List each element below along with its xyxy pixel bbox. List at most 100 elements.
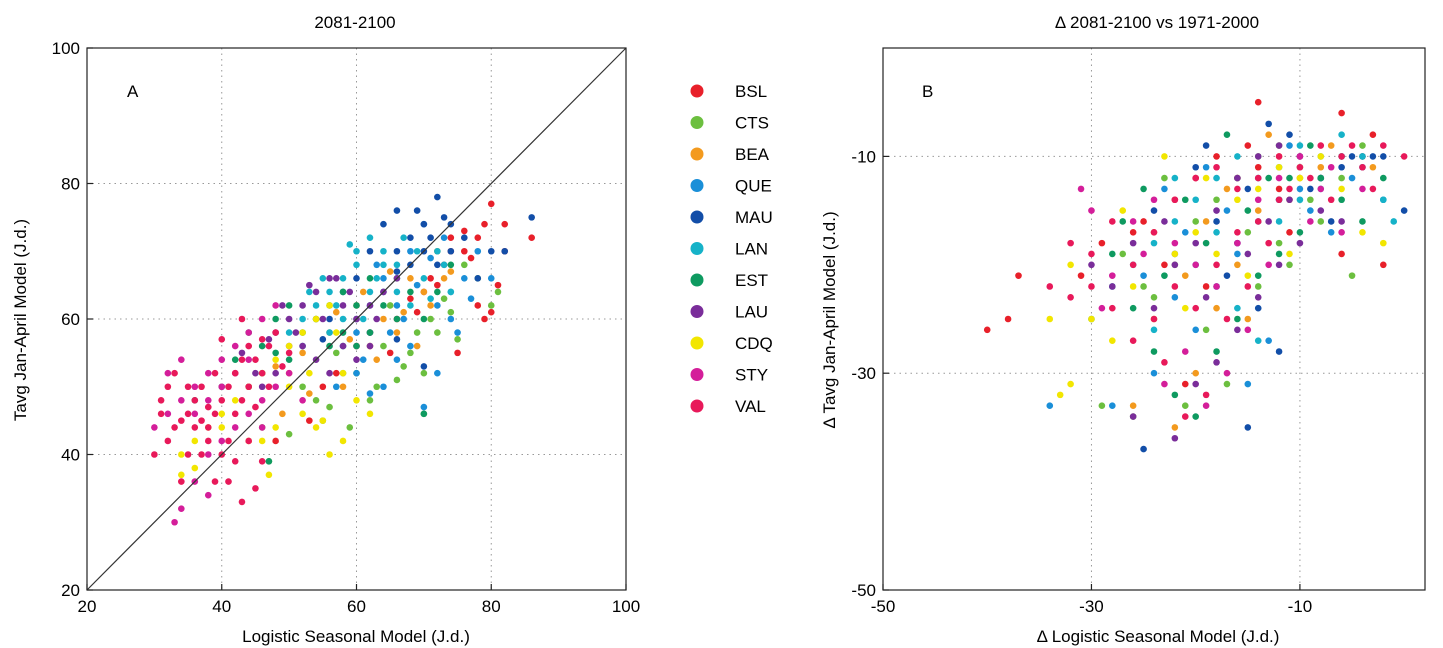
data-point-est (1359, 218, 1366, 225)
panel-b-letter: B (922, 82, 933, 101)
data-point-sty (1192, 261, 1199, 269)
data-point-lau (258, 383, 266, 391)
data-point-sty (231, 342, 239, 350)
data-point-val (157, 410, 165, 418)
y-tick-label: -10 (851, 147, 876, 166)
data-point-cdq (191, 464, 199, 472)
data-point-est (1338, 196, 1345, 204)
data-point-bea (332, 308, 340, 316)
data-point-val (1192, 304, 1199, 312)
data-point-cts (434, 329, 441, 336)
data-point-val (1380, 142, 1387, 149)
data-point-mau (413, 207, 421, 214)
data-point-cdq (1338, 185, 1345, 193)
data-point-sty (1161, 380, 1168, 388)
data-point-mau (1327, 218, 1335, 225)
legend-marker-mau (690, 210, 704, 224)
legend-label-sty: STY (735, 366, 768, 385)
panel-b-x-axis-label: Δ Logistic Seasonal Model (J.d.) (1037, 627, 1280, 646)
data-point-bsl (481, 315, 488, 323)
data-point-cdq (258, 437, 266, 445)
data-point-que (447, 315, 455, 323)
data-point-lan (393, 261, 401, 269)
legend-label-mau: MAU (735, 208, 773, 227)
data-point-cts (1119, 250, 1127, 258)
data-point-lan (1234, 304, 1241, 312)
data-point-lau (339, 302, 347, 309)
data-point-sty (1275, 174, 1283, 182)
data-point-lau (1234, 326, 1241, 334)
data-point-que (353, 329, 360, 336)
data-point-cdq (1171, 250, 1179, 258)
data-point-cts (1202, 326, 1210, 334)
data-point-cts (380, 342, 387, 350)
data-point-lau (319, 315, 327, 323)
data-point-lan (1150, 239, 1158, 247)
data-point-cdq (339, 369, 347, 377)
data-point-lan (299, 315, 306, 323)
data-point-lan (447, 288, 455, 296)
data-point-sty (245, 356, 252, 363)
data-point-bsl (1275, 185, 1283, 193)
data-point-lan (1171, 174, 1179, 182)
panel-b-frame (882, 47, 1426, 591)
data-point-val (211, 478, 219, 485)
data-point-bsl (454, 349, 461, 357)
data-point-sty (1338, 228, 1345, 236)
data-point-bsl (1004, 315, 1012, 323)
data-point-cts (1140, 283, 1147, 290)
data-point-val (184, 383, 192, 391)
data-point-mau (501, 247, 509, 255)
data-point-cdq (1067, 261, 1074, 269)
data-point-sty (1213, 283, 1220, 290)
data-point-mau (319, 336, 327, 343)
data-point-bsl (461, 227, 468, 235)
data-point-val (1265, 239, 1272, 247)
data-point-mau (366, 247, 374, 255)
data-point-sty (1088, 207, 1095, 214)
data-point-val (191, 397, 199, 404)
data-point-val (1150, 228, 1158, 236)
data-point-est (272, 349, 279, 357)
data-point-lau (292, 329, 300, 336)
data-point-bsl (1098, 239, 1106, 247)
data-point-lau (285, 315, 293, 323)
data-point-bsl (1380, 261, 1387, 269)
data-point-cdq (1244, 272, 1252, 279)
data-point-val (1359, 163, 1366, 171)
data-point-est (1119, 218, 1127, 225)
data-point-lan (1213, 228, 1220, 236)
data-point-sty (1307, 218, 1314, 225)
data-point-cts (312, 397, 320, 404)
data-point-que (1348, 174, 1356, 182)
data-point-lau (1296, 239, 1304, 247)
data-point-cts (299, 383, 306, 391)
data-point-cts (1223, 380, 1231, 388)
data-point-cdq (1088, 315, 1095, 323)
y-tick-label: 40 (61, 446, 80, 465)
data-point-cts (1348, 272, 1356, 279)
panel-a-x-axis-label: Logistic Seasonal Model (J.d.) (242, 627, 470, 646)
panel-b-x-ticks: -50 -30 -10 (871, 584, 1312, 616)
data-point-lan (326, 288, 333, 296)
data-point-que (380, 383, 387, 391)
data-point-cdq (178, 471, 185, 479)
data-point-cdq (1161, 153, 1168, 160)
data-point-que (359, 356, 367, 363)
data-point-cts (1213, 196, 1220, 204)
data-point-bsl (1140, 218, 1147, 225)
y-tick-label: 60 (61, 310, 80, 329)
legend-marker-bsl (690, 84, 704, 98)
data-point-que (427, 254, 434, 262)
data-point-val (1369, 185, 1377, 193)
data-point-cdq (1056, 391, 1064, 399)
data-point-cdq (1067, 380, 1074, 388)
data-point-est (339, 288, 347, 296)
data-point-lau (1213, 207, 1220, 214)
legend-marker-val (690, 399, 704, 413)
data-point-sty (245, 410, 252, 418)
data-point-cts (373, 383, 381, 391)
data-point-mau (1192, 163, 1199, 171)
data-point-sty (218, 383, 226, 391)
data-point-mau (1286, 131, 1293, 139)
